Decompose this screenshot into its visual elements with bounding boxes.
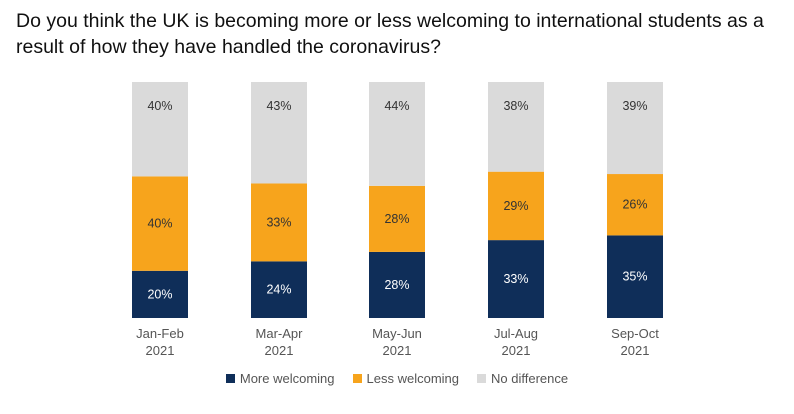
bar-segment-more-welcoming-4: [488, 240, 544, 318]
x-tick-label-4-line-2: 2021: [502, 343, 531, 358]
data-label-less-welcoming-1: 40%: [147, 217, 172, 231]
bar-segment-more-welcoming-1: [132, 270, 188, 318]
x-tick-label-2-line-2: 2021: [265, 343, 294, 358]
legend: More welcoming Less welcoming No differe…: [0, 371, 794, 386]
data-label-less-welcoming-5: 26%: [622, 198, 647, 212]
x-tick-label-2-line-1: Mar-Apr: [256, 326, 304, 341]
bar-segment-more-welcoming-3: [369, 251, 425, 318]
data-label-no-difference-5: 39%: [622, 99, 647, 113]
x-tick-label-3-line-1: May-Jun: [372, 326, 422, 341]
data-label-more-welcoming-5: 35%: [622, 270, 647, 284]
bar-segment-no-difference-3: [369, 82, 425, 186]
bar-segment-less-welcoming-3: [369, 185, 425, 252]
data-label-less-welcoming-3: 28%: [384, 212, 409, 226]
x-tick-label-5-line-2: 2021: [621, 343, 650, 358]
bar-segment-less-welcoming-5: [607, 174, 663, 236]
data-label-less-welcoming-4: 29%: [503, 199, 528, 213]
legend-swatch-no-difference: [477, 374, 487, 383]
data-label-no-difference-2: 43%: [266, 99, 291, 113]
bar-segment-no-difference-1: [132, 82, 188, 177]
legend-item-less-welcoming: Less welcoming: [352, 371, 460, 386]
data-label-no-difference-1: 40%: [147, 99, 172, 113]
legend-item-no-difference: No difference: [477, 371, 568, 386]
data-label-more-welcoming-4: 33%: [503, 272, 528, 286]
chart-title: Do you think the UK is becoming more or …: [16, 10, 764, 58]
legend-item-more-welcoming: More welcoming: [225, 371, 335, 386]
data-label-more-welcoming-3: 28%: [384, 278, 409, 292]
bar-segment-more-welcoming-5: [607, 235, 663, 318]
legend-label-no-difference: No difference: [491, 371, 569, 386]
bar-segment-no-difference-5: [607, 82, 663, 175]
data-label-no-difference-4: 38%: [503, 99, 528, 113]
legend-swatch-more-welcoming: [225, 374, 235, 383]
x-tick-label-4-line-1: Jul-Aug: [494, 326, 538, 341]
x-tick-label-5-line-1: Sep-Oct: [611, 326, 659, 341]
bar-segment-more-welcoming-2: [251, 261, 307, 318]
bar-segment-less-welcoming-1: [132, 176, 188, 271]
legend-label-less-welcoming: Less welcoming: [366, 371, 460, 386]
data-label-more-welcoming-2: 24%: [266, 283, 291, 297]
x-tick-label-1-line-1: Jan-Feb: [136, 326, 184, 341]
data-label-more-welcoming-1: 20%: [147, 287, 172, 301]
data-label-less-welcoming-2: 33%: [266, 215, 291, 229]
x-tick-label-3-line-2: 2021: [383, 343, 412, 358]
bar-segment-less-welcoming-2: [251, 183, 307, 262]
legend-label-more-welcoming: More welcoming: [239, 371, 335, 386]
data-label-no-difference-3: 44%: [384, 99, 409, 113]
legend-swatch-less-welcoming: [352, 374, 362, 383]
x-tick-label-1-line-2: 2021: [146, 343, 175, 358]
bar-segment-less-welcoming-4: [488, 171, 544, 241]
bar-segment-no-difference-4: [488, 82, 544, 172]
bar-segment-no-difference-2: [251, 82, 307, 184]
